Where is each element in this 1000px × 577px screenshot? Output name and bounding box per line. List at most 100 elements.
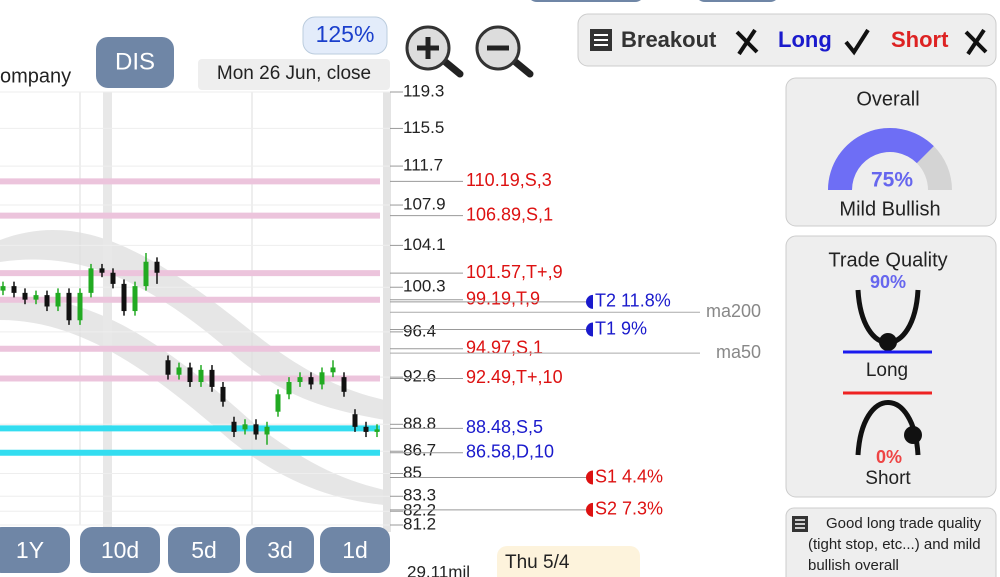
long-signal: Long bbox=[778, 27, 832, 52]
date-badge bbox=[198, 59, 390, 90]
short-dot bbox=[904, 426, 922, 444]
target-label: S1 4.4% bbox=[595, 466, 663, 486]
candle-body bbox=[22, 292, 28, 300]
candle-body bbox=[55, 292, 61, 307]
candle-body bbox=[99, 268, 105, 273]
target-icon bbox=[586, 294, 593, 309]
overall-verdict: Mild Bullish bbox=[839, 198, 940, 220]
candle-body bbox=[154, 261, 160, 273]
candle-body bbox=[187, 367, 193, 383]
note: Good long trade quality (tight stop, etc… bbox=[808, 515, 982, 574]
top-button[interactable] bbox=[695, 0, 780, 2]
candle-body bbox=[209, 369, 215, 387]
y-tick-label: 111.7 bbox=[403, 156, 443, 175]
zoom-out[interactable] bbox=[475, 25, 534, 78]
zoom-level: 125% bbox=[316, 21, 375, 47]
y-tick-label: 100.3 bbox=[403, 277, 446, 296]
short-signal: Short bbox=[891, 27, 949, 52]
cross bbox=[735, 28, 759, 56]
short-quality: 0% bbox=[876, 447, 902, 467]
axis-band bbox=[383, 92, 391, 532]
cross bbox=[964, 28, 988, 56]
level-label: 99.19,T,9 bbox=[466, 289, 540, 309]
level-label: 92.49,T+,10 bbox=[466, 367, 563, 387]
y-tick-label: 115.5 bbox=[403, 118, 444, 137]
long-quality: 90% bbox=[870, 272, 906, 292]
y-tick-label: 83.3 bbox=[403, 486, 436, 505]
candle-body bbox=[77, 292, 83, 321]
target-label: T2 11.8% bbox=[595, 291, 671, 311]
candle-body bbox=[220, 386, 226, 402]
candle-body bbox=[110, 272, 116, 284]
short-label: Short bbox=[865, 468, 911, 489]
quality-box bbox=[785, 235, 997, 498]
level-label: 110.19,S,3 bbox=[466, 170, 552, 190]
date: Mon 26 Jun, close bbox=[217, 63, 371, 84]
candle-body bbox=[198, 369, 204, 383]
candle-body bbox=[275, 394, 281, 412]
y-tick-label: 81.2 bbox=[403, 514, 436, 533]
candle-body bbox=[330, 367, 336, 373]
target-icon bbox=[586, 322, 593, 337]
zoom-badge bbox=[302, 16, 388, 55]
period-button[interactable]: 1Y bbox=[0, 527, 70, 573]
candle-body bbox=[176, 367, 182, 375]
y-tick-label: 85 bbox=[403, 463, 422, 482]
candle-body bbox=[319, 372, 325, 385]
candle-body bbox=[264, 426, 270, 435]
candle-body bbox=[44, 295, 50, 307]
period-button[interactable]: 3d bbox=[246, 527, 314, 573]
candle-body bbox=[308, 377, 314, 385]
candle-body bbox=[374, 429, 380, 432]
top-button[interactable] bbox=[527, 0, 645, 2]
level-label: 101.57,T+,9 bbox=[466, 262, 563, 282]
volume: 29.11mil bbox=[407, 562, 470, 577]
y-tick-label: 104.1 bbox=[403, 235, 446, 254]
candle-body bbox=[88, 268, 94, 293]
long-label: Long bbox=[866, 360, 908, 381]
candle-body bbox=[341, 377, 347, 392]
candle-body bbox=[231, 421, 237, 432]
candle-body bbox=[242, 424, 248, 430]
ticker[interactable]: DIS bbox=[115, 48, 155, 75]
candle-body bbox=[297, 377, 303, 383]
y-tick-label: 88.8 bbox=[403, 414, 436, 433]
period-button[interactable]: 10d bbox=[80, 527, 160, 573]
zoom-in[interactable] bbox=[405, 25, 464, 78]
y-tick-label: 96.4 bbox=[403, 321, 436, 340]
note-icon bbox=[590, 29, 612, 51]
candle-body bbox=[121, 283, 127, 312]
level-label: 88.48,S,5 bbox=[466, 417, 543, 437]
candle-body bbox=[143, 261, 149, 287]
ticker-button[interactable] bbox=[96, 37, 174, 88]
quality-title: Trade Quality bbox=[828, 249, 947, 271]
target-label: T1 9% bbox=[595, 318, 647, 338]
overall-title: Overall bbox=[856, 88, 919, 110]
ma-label: ma50 bbox=[716, 342, 761, 362]
candle-body bbox=[33, 295, 39, 300]
signal-bar bbox=[577, 13, 997, 67]
gauge-fill bbox=[828, 128, 934, 190]
level-label: 86.58,D,10 bbox=[466, 442, 554, 462]
target-icon bbox=[586, 470, 593, 485]
target-icon bbox=[586, 502, 593, 517]
period-button[interactable]: 5d bbox=[168, 527, 240, 573]
check bbox=[844, 28, 870, 56]
y-tick-label: 92.6 bbox=[403, 367, 436, 386]
candle-body bbox=[132, 286, 138, 312]
date-tooltip: Thu 5/4 bbox=[505, 552, 570, 573]
period-button[interactable]: 1d bbox=[320, 527, 390, 573]
candle-body bbox=[363, 426, 369, 432]
y-tick-label: 86.7 bbox=[403, 441, 436, 460]
target-label: S2 7.3% bbox=[595, 499, 663, 519]
candle-body bbox=[286, 382, 292, 395]
candle-body bbox=[352, 414, 358, 427]
y-tick-label: 119.3 bbox=[403, 81, 444, 100]
date-tooltip-box bbox=[497, 546, 640, 577]
candle-body bbox=[165, 360, 171, 375]
level-label: 94.97,S,1 bbox=[466, 337, 543, 357]
overall-value: 75% bbox=[871, 169, 913, 192]
